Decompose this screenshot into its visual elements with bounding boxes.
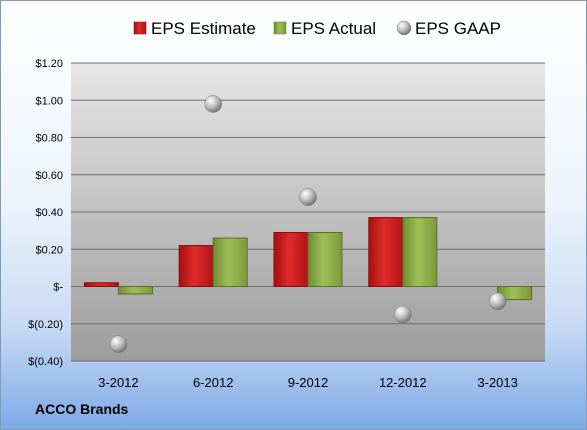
actual-bar [117,286,153,295]
legend-label: EPS GAAP [415,19,501,38]
x-category-label: 3-2012 [98,375,138,390]
legend-swatch [396,20,412,36]
y-axis-ticks: $1.20 $1.00 $0.80 $0.60 $0.40 $0.20 $- $(0.20) $… [28,58,63,368]
y-tick-label: $(0.40) [28,356,63,368]
estimate-bar [178,245,214,287]
gaap-marker [204,95,222,113]
company-name: ACCO Brands [35,401,129,417]
y-tick-label: $1.00 [35,95,63,107]
x-category-label: 6-2012 [193,375,233,390]
estimate-bar [273,231,309,288]
actual-bar [402,217,438,287]
y-tick-label: $1.20 [35,58,63,70]
gaap-marker [394,305,412,324]
x-axis-categories: 3-2012 6-2012 9-2012 12-2012 3-2013 [98,375,518,390]
legend: EPS Estimate EPS Actual EPS GAAP [133,19,501,38]
gaap-markers [109,95,507,353]
y-tick-label: $0.80 [35,133,63,145]
x-category-label: 12-2012 [379,375,427,390]
legend-label: EPS Actual [291,19,376,38]
x-category-label: 9-2012 [288,375,328,390]
x-category-label: 3-2013 [477,375,517,390]
y-tick-label: $(0.20) [28,319,63,331]
legend-swatch [273,21,287,35]
y-tick-label: $0.20 [35,244,63,256]
bars [83,217,533,301]
actual-bar [307,231,343,288]
estimate-bar [368,217,404,287]
gaap-marker [299,188,317,206]
legend-label: EPS Estimate [151,19,256,38]
actual-bar [212,237,248,287]
gaap-marker [488,292,507,311]
y-tick-label: $0.40 [35,207,63,219]
legend-swatch [133,21,147,35]
y-tick-label: $0.60 [35,170,63,182]
estimate-bar [83,282,119,287]
y-tick-label: $- [53,282,63,294]
gaap-marker [109,335,128,353]
